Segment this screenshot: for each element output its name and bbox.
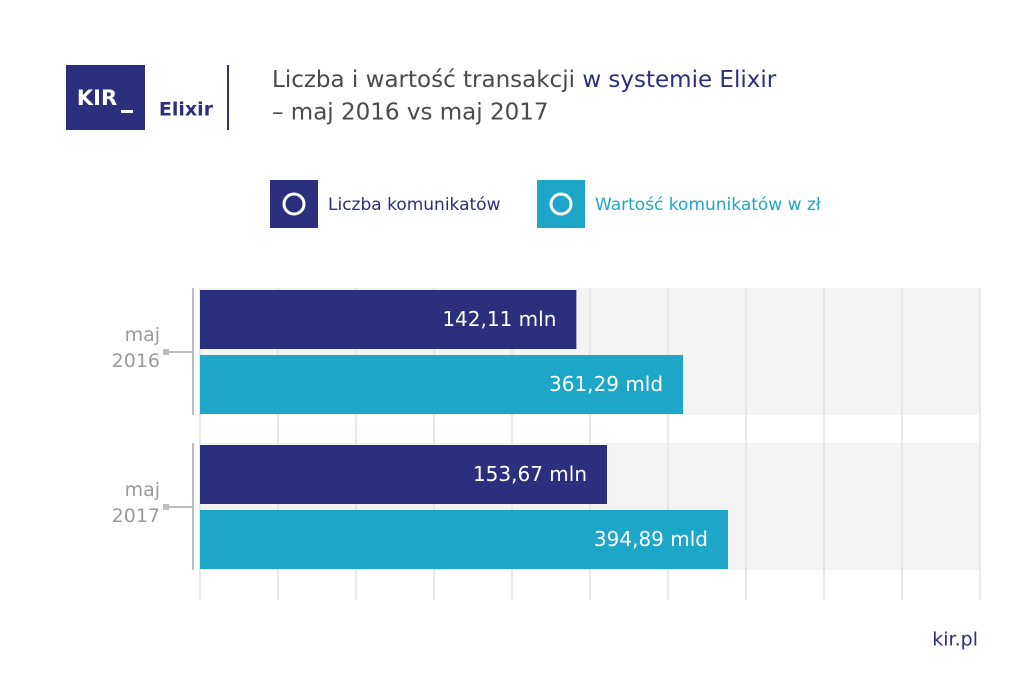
value-label: 142,11 mln	[442, 307, 556, 331]
bar	[200, 445, 607, 504]
legend-icon-glyph	[282, 192, 306, 216]
value-label: 394,89 mld	[594, 527, 708, 551]
title-part: Liczba i wartość transakcji	[272, 67, 575, 93]
title-part: w systemie Elixir	[582, 67, 776, 93]
legend-icon-glyph	[549, 192, 573, 216]
footer: kir.pl	[932, 629, 978, 651]
logo-name: Elixir	[159, 99, 214, 121]
legend-label: Liczba komunikatów	[328, 195, 501, 215]
bar	[200, 510, 728, 569]
bar	[200, 355, 684, 414]
value-label: 153,67 mln	[473, 462, 587, 486]
chart-title: Liczba i wartość transakcji w systemie E…	[272, 67, 777, 93]
bar	[200, 290, 577, 349]
chart-subtitle: – maj 2016 vs maj 2017	[272, 100, 549, 126]
category-label: maj 2016	[111, 324, 160, 372]
value-label: 361,29 mld	[549, 372, 663, 396]
axis-tick-dot	[163, 349, 169, 355]
axis-tick-dot	[163, 504, 169, 510]
logo-mark: KIR	[77, 86, 117, 110]
legend-label: Wartość komunikatów w zł	[595, 195, 821, 215]
legend-icon	[537, 180, 585, 228]
logo-underscore	[121, 110, 133, 113]
logo-box	[66, 65, 145, 130]
category-label: maj 2017	[111, 479, 160, 527]
legend-icon	[270, 180, 318, 228]
